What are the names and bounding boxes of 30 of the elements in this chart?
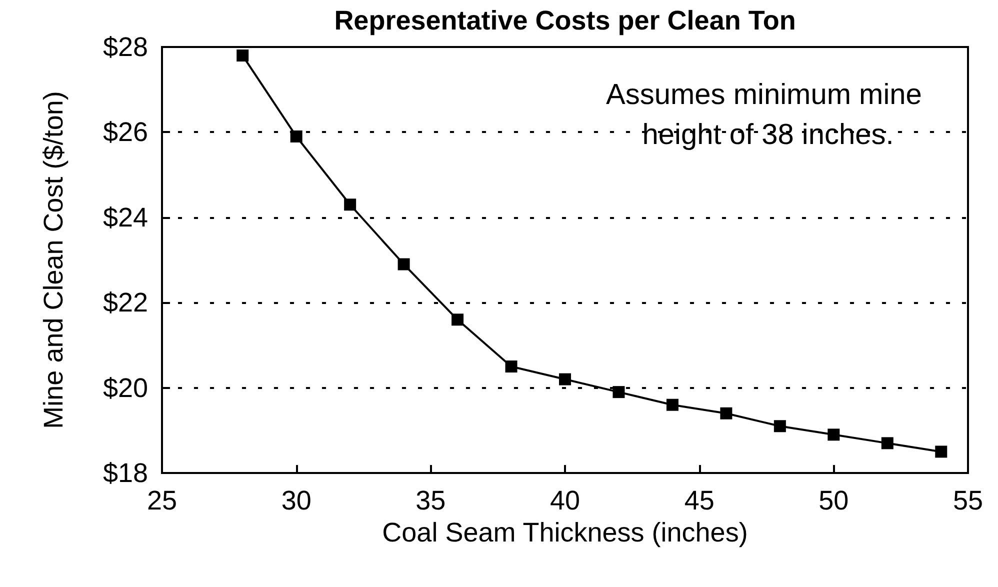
- x-tick-label: 30: [281, 486, 312, 516]
- point: [236, 50, 249, 62]
- point: [720, 407, 732, 420]
- x-axis-title: Coal Seam Thickness (inches): [382, 517, 748, 548]
- point: [935, 446, 948, 458]
- x-tick-label: 55: [952, 486, 984, 516]
- y-tick-label: $28: [102, 32, 148, 62]
- y-tick-label: $18: [102, 458, 148, 488]
- y-tick-label: $24: [102, 202, 148, 232]
- point: [398, 258, 410, 270]
- x-tick-label: 25: [146, 486, 178, 516]
- point: [452, 314, 464, 326]
- y-axis-title: Mine and Clean Cost ($/ton): [38, 91, 68, 429]
- x-tick-label: 40: [550, 486, 580, 516]
- point: [666, 398, 678, 411]
- x-tick-label: 50: [818, 486, 849, 516]
- x-tick-label: 35: [416, 486, 446, 516]
- y-tick-label: $26: [102, 117, 148, 148]
- y-tick-label: $20: [102, 372, 148, 403]
- point: [505, 360, 518, 372]
- y-tick-label: $22: [102, 288, 148, 318]
- x-tick-label: 45: [684, 486, 714, 516]
- point: [290, 130, 302, 142]
- point: [344, 198, 356, 211]
- point: [828, 428, 840, 441]
- chart-title: Representative Costs per Clean Ton: [334, 6, 796, 36]
- point: [774, 420, 786, 432]
- point: [881, 437, 894, 450]
- point: [559, 373, 571, 386]
- point: [612, 386, 625, 398]
